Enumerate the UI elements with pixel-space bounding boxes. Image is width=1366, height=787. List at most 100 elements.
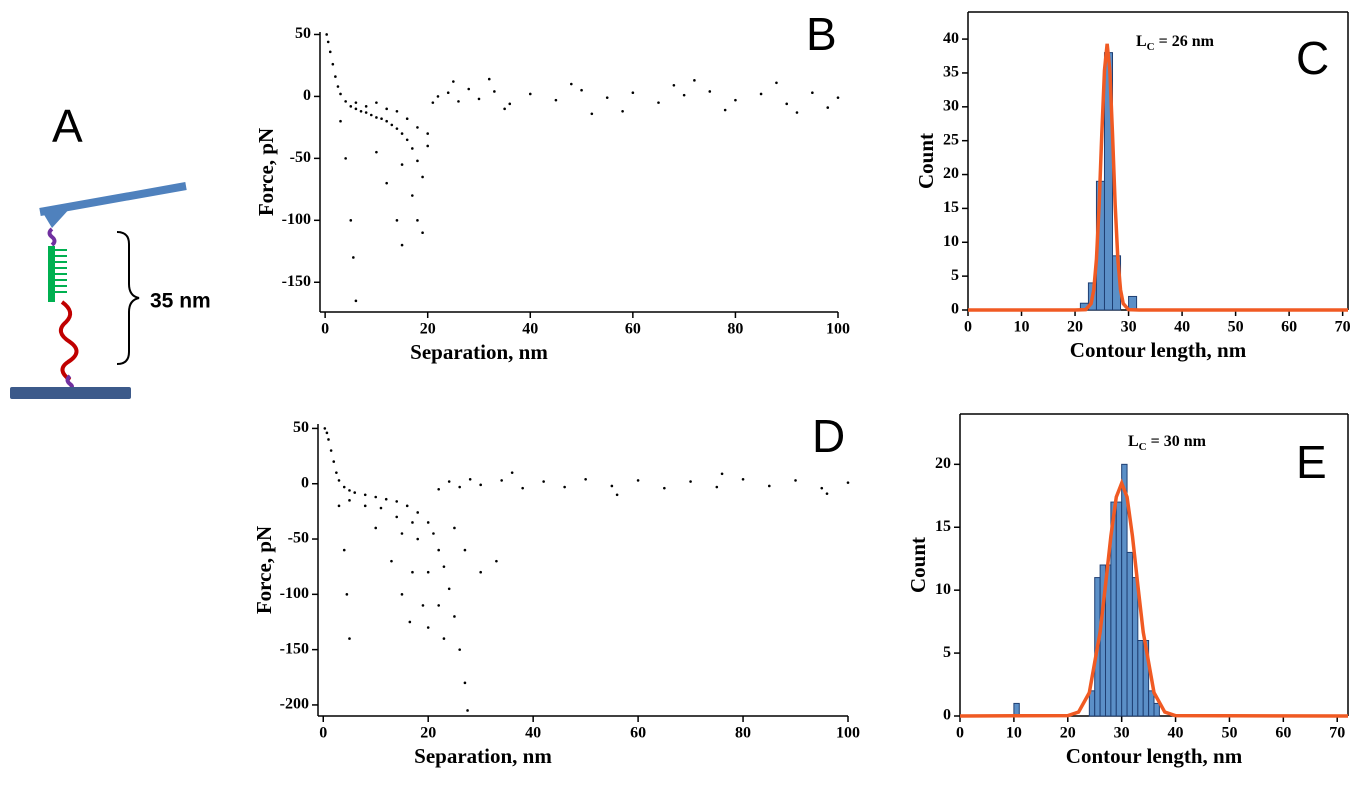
x-tick-label: 10 [1014,319,1030,336]
data-point [364,105,368,108]
surface [10,387,131,399]
bar [1137,640,1144,717]
data-point [332,460,336,463]
y-tick-label: 50 [293,419,309,436]
chart-panel: E 0 5 10 15 20 0 10 20 30 40 50 60 70 Contour length, … [906,413,1349,768]
y-tick-label: 0 [301,474,309,491]
y-tick-label: -50 [288,530,309,547]
data-point [584,478,587,481]
data-point [479,570,482,574]
data-point [349,219,353,222]
data-point [689,480,692,483]
annotation: LC = 26 nm [1136,33,1215,53]
x-tick-label: 0 [321,321,329,338]
x-tick-label: 50 [1221,725,1237,742]
data-point [563,485,566,489]
data-point [380,117,383,121]
y-axis-title: Count [906,537,930,593]
panel-a-diagram: A 35 nm [10,100,211,399]
data-point [335,471,338,474]
data-point [663,486,666,490]
data-point [723,108,727,112]
data-point [446,91,450,95]
data-point [363,493,367,497]
data-point [354,107,358,111]
linker [65,374,74,390]
data-point [636,479,640,482]
y-tick-label: 20 [943,165,959,182]
annotation: LC = 30 nm [1128,433,1207,453]
bar [1115,501,1123,717]
x-tick-label: 20 [1060,725,1076,742]
bar [1153,702,1160,717]
data-point [767,484,771,488]
data-point [385,181,388,185]
data-point [325,431,329,435]
data-point [348,637,351,640]
data-point [426,144,430,148]
data-point [826,106,830,109]
data-point [682,93,686,97]
annotation-sub: C [1139,441,1147,453]
y-tick-label: 5 [943,644,951,661]
fit-curve [968,43,1348,312]
bar [1131,577,1139,717]
data-point [384,497,388,501]
data-point [708,90,712,93]
data-point [820,486,824,490]
data-point [375,116,378,119]
y-tick-label: 35 [943,64,959,81]
x-tick-label: 20 [420,321,436,338]
data-point [693,79,696,82]
data-point [463,681,467,685]
data-point [344,100,347,103]
data-point [437,548,440,552]
y-tick-label: 50 [295,25,311,42]
data-point [375,101,378,104]
data-point [354,101,358,104]
data-point [385,107,388,111]
panel-letter: A [52,100,83,152]
data-point [325,33,328,36]
peptide [58,300,79,382]
chart-panel: B 50 0 -50 -100 -150 0 20 40 60 80 100 Separation, n… [254,8,850,364]
bar [1126,551,1133,717]
data-point [775,81,778,85]
data-point [442,565,446,568]
data-point [431,101,435,104]
data-point [336,85,340,88]
data-point [342,485,346,489]
data-point [405,504,409,508]
data-point [363,504,367,508]
x-tick-label: 40 [525,725,541,742]
data-point [328,50,332,54]
data-point [426,626,430,629]
data-point [794,479,797,482]
x-tick-label: 0 [964,319,972,336]
data-point [323,427,327,430]
data-point [493,90,496,93]
linker [47,227,57,247]
data-point [348,499,351,502]
data-point [508,102,512,106]
x-tick-label: 40 [1174,319,1190,336]
x-tick-label: 30 [1114,725,1130,742]
data-point [337,479,341,482]
data-point [610,484,614,488]
data-point [395,127,399,130]
x-tick-label: 50 [1228,319,1244,336]
data-point [432,532,435,535]
distance-label: 35 nm [150,290,211,313]
panel-letter: C [1296,32,1329,84]
data-point [503,107,506,111]
x-axis-title: Contour length, nm [1070,338,1247,362]
data-point [468,478,472,481]
data-point [467,87,471,91]
data-point [390,123,394,127]
data-point [329,449,333,452]
data-point [631,91,635,95]
data-point [426,570,430,574]
data-point [759,92,763,96]
data-point [352,256,355,259]
data-point [500,479,503,482]
